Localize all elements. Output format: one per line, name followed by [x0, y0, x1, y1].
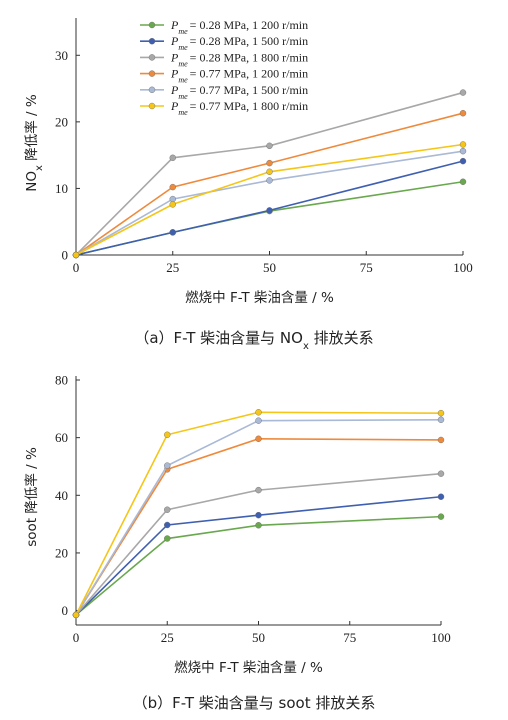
- data-point: [437, 470, 445, 477]
- series-line: [75, 150, 464, 256]
- y-tick-label: 20: [55, 545, 68, 560]
- series-line: [75, 91, 464, 256]
- data-point: [255, 435, 262, 442]
- series-line: [75, 437, 442, 616]
- legend-marker: [148, 54, 156, 61]
- x-tick-label: 50: [252, 630, 265, 645]
- data-point: [437, 513, 445, 520]
- legend-marker: [148, 102, 156, 110]
- y-tick-label: 80: [55, 373, 68, 388]
- y-tick-label: 40: [55, 488, 68, 503]
- y-tick-label: 0: [62, 603, 69, 618]
- legend-label: Pme = 0.77 MPa, 1 800 r/min: [170, 99, 308, 117]
- series-line: [75, 515, 442, 616]
- series-line: [75, 418, 442, 616]
- data-point: [459, 110, 467, 117]
- data-point: [266, 142, 273, 150]
- legend-label: Pme = 0.28 MPa, 1 200 r/min: [170, 18, 308, 36]
- data-point: [164, 506, 171, 513]
- y-tick-label: 10: [55, 181, 68, 196]
- data-point: [72, 611, 80, 619]
- legend-label: Pme = 0.77 MPa, 1 500 r/min: [170, 83, 308, 101]
- y-tick-label: 30: [55, 48, 68, 63]
- x-tick-label: 0: [73, 260, 80, 275]
- data-point: [266, 177, 273, 184]
- data-point: [255, 522, 262, 529]
- x-tick-label: 100: [453, 260, 473, 275]
- legend-label: Pme = 0.28 MPa, 1 500 r/min: [170, 34, 308, 52]
- data-point: [459, 157, 467, 165]
- legend-marker: [148, 86, 156, 94]
- data-point: [437, 416, 445, 423]
- legend-label: Pme = 0.77 MPa, 1 200 r/min: [170, 67, 308, 85]
- series-line: [75, 411, 442, 616]
- data-point: [169, 183, 176, 191]
- data-point: [169, 154, 176, 162]
- data-point: [255, 417, 262, 424]
- data-point: [255, 409, 262, 416]
- y-axis-label: NOx 降低率 / %: [23, 94, 45, 192]
- data-point: [164, 431, 171, 438]
- data-point: [255, 511, 262, 519]
- data-point: [437, 436, 445, 444]
- series-line: [75, 112, 464, 256]
- data-point: [437, 409, 445, 417]
- legend-marker: [148, 21, 156, 29]
- y-tick-label: 0: [62, 248, 69, 263]
- y-axis-label: soot 降低率 / %: [23, 447, 40, 547]
- x-tick-label: 25: [166, 260, 179, 275]
- data-point: [169, 201, 176, 208]
- data-point: [164, 462, 171, 469]
- data-point: [266, 159, 273, 167]
- legend-label: Pme = 0.28 MPa, 1 800 r/min: [170, 50, 308, 68]
- data-point: [169, 229, 176, 236]
- y-tick-label: 60: [55, 430, 68, 445]
- data-point: [459, 178, 467, 185]
- data-point: [266, 207, 273, 214]
- x-tick-label: 75: [360, 260, 373, 275]
- chart-caption: （a）F-T 柴油含量与 NOx 排放关系: [134, 329, 373, 352]
- chart-nox: 0 25 50 75 100 0 10 20 30 燃烧中 F-T 柴油含量 / % NOx 降低率…: [23, 18, 473, 352]
- x-tick-label: 25: [161, 630, 174, 645]
- data-point: [459, 147, 467, 155]
- series-line: [75, 495, 442, 616]
- x-tick-label: 0: [73, 630, 80, 645]
- series-line: [75, 160, 464, 256]
- legend-marker: [148, 70, 156, 77]
- data-point: [266, 168, 273, 175]
- data-point: [164, 535, 171, 542]
- series-line: [75, 143, 464, 256]
- x-tick-label: 75: [343, 630, 356, 645]
- data-point: [164, 521, 171, 529]
- data-point: [437, 493, 445, 500]
- data-point: [459, 89, 467, 96]
- series-line: [75, 472, 442, 616]
- chart-caption: （b）F-T 柴油含量与 soot 排放关系: [133, 694, 376, 712]
- y-tick-label: 20: [55, 114, 68, 129]
- data-point: [459, 141, 467, 148]
- data-point: [72, 251, 80, 259]
- x-axis-label: 燃烧中 F-T 柴油含量 / %: [174, 659, 323, 676]
- legend-marker: [148, 38, 156, 45]
- chart-soot: 0 25 50 75 100 0 20 40 60 80 燃烧中 F-T 柴油含量 / % soot …: [23, 373, 451, 713]
- series-line: [75, 180, 464, 256]
- data-point: [255, 486, 262, 494]
- x-axis-label: 燃烧中 F-T 柴油含量 / %: [185, 289, 334, 306]
- x-tick-label: 100: [431, 630, 451, 645]
- x-tick-label: 50: [263, 260, 276, 275]
- data-point: [169, 195, 176, 203]
